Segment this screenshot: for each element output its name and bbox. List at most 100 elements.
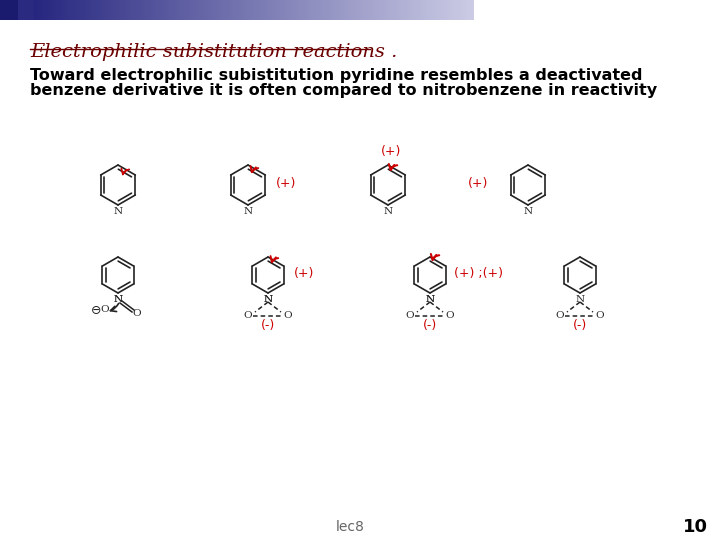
Bar <box>390 0 392 20</box>
Bar <box>456 0 459 20</box>
Bar <box>283 0 285 20</box>
Text: (+): (+) <box>467 177 488 190</box>
Bar <box>210 0 212 20</box>
Bar <box>56 0 58 20</box>
Text: Toward electrophilic subistitution pyridine resembles a deactivated: Toward electrophilic subistitution pyrid… <box>30 68 642 83</box>
Bar <box>353 0 355 20</box>
Text: benzene derivative it is often compared to nitrobenzene in reactivity: benzene derivative it is often compared … <box>30 83 657 98</box>
Text: N: N <box>114 207 122 217</box>
Bar <box>131 0 133 20</box>
Text: O: O <box>284 312 292 321</box>
Bar <box>82 0 85 20</box>
Bar <box>441 0 444 20</box>
Bar <box>373 0 375 20</box>
Bar <box>408 0 410 20</box>
Bar <box>127 0 129 20</box>
Bar <box>184 0 186 20</box>
Bar <box>36 0 38 20</box>
Bar <box>344 0 346 20</box>
Bar <box>248 0 250 20</box>
Bar <box>446 0 448 20</box>
Bar <box>452 0 454 20</box>
Bar <box>258 0 261 20</box>
Bar <box>238 0 240 20</box>
Bar <box>320 0 323 20</box>
Bar <box>432 0 434 20</box>
Bar <box>157 0 159 20</box>
Bar <box>426 0 428 20</box>
Bar <box>58 0 60 20</box>
Bar <box>333 0 336 20</box>
Bar <box>171 0 173 20</box>
Bar <box>142 0 144 20</box>
Bar <box>89 0 91 20</box>
Bar <box>67 0 69 20</box>
Bar <box>96 0 98 20</box>
Bar <box>38 0 40 20</box>
Bar <box>221 0 223 20</box>
Bar <box>168 0 171 20</box>
Bar <box>450 0 452 20</box>
Bar <box>386 0 388 20</box>
Bar <box>467 0 469 20</box>
Bar <box>150 0 153 20</box>
Text: N: N <box>426 295 435 305</box>
Bar <box>338 0 340 20</box>
Bar <box>175 0 177 20</box>
Text: N: N <box>264 295 273 305</box>
Bar <box>204 0 206 20</box>
Bar <box>307 0 309 20</box>
Bar <box>357 0 359 20</box>
Bar <box>404 0 406 20</box>
Bar <box>63 0 65 20</box>
Bar <box>65 0 67 20</box>
Bar <box>366 0 369 20</box>
Bar <box>173 0 175 20</box>
Bar <box>336 0 338 20</box>
Bar <box>254 0 256 20</box>
Bar <box>369 0 371 20</box>
Bar <box>419 0 421 20</box>
Bar <box>459 0 461 20</box>
Bar <box>122 0 125 20</box>
Bar <box>465 0 467 20</box>
Bar <box>188 0 190 20</box>
Bar <box>276 0 278 20</box>
Bar <box>318 0 320 20</box>
Bar <box>102 0 104 20</box>
Bar <box>315 0 318 20</box>
Bar <box>111 0 113 20</box>
Bar <box>18 0 34 20</box>
Text: lec8: lec8 <box>336 520 364 534</box>
Text: O: O <box>101 306 109 314</box>
Bar <box>434 0 436 20</box>
Bar <box>265 0 267 20</box>
Bar <box>298 0 300 20</box>
Text: N: N <box>114 295 122 305</box>
Bar <box>454 0 456 20</box>
Text: (+): (+) <box>381 145 401 158</box>
Bar <box>117 0 120 20</box>
Bar <box>212 0 215 20</box>
Bar <box>313 0 315 20</box>
Text: (-): (-) <box>573 320 587 333</box>
Bar <box>395 0 397 20</box>
Bar <box>140 0 142 20</box>
Bar <box>98 0 100 20</box>
Bar <box>438 0 441 20</box>
Bar <box>269 0 271 20</box>
Bar <box>463 0 465 20</box>
Bar <box>274 0 276 20</box>
Bar <box>423 0 426 20</box>
Bar <box>294 0 296 20</box>
Text: O: O <box>556 312 564 321</box>
Bar <box>194 0 197 20</box>
Text: N: N <box>264 295 273 305</box>
Bar <box>161 0 164 20</box>
Bar <box>340 0 342 20</box>
Bar <box>125 0 127 20</box>
Bar <box>60 0 63 20</box>
Bar <box>192 0 194 20</box>
Text: (-): (-) <box>423 320 437 333</box>
Text: N: N <box>426 295 435 305</box>
